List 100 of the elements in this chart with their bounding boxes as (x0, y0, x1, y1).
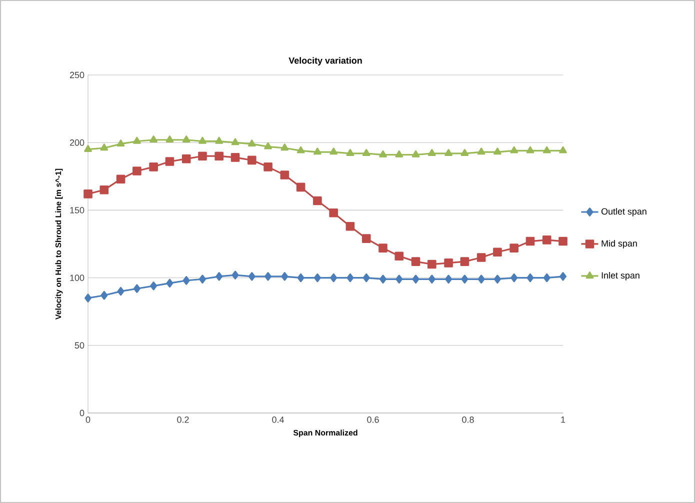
point (132, 166, 142, 176)
x-tick-label: 0.8 (462, 416, 474, 423)
point (280, 170, 290, 180)
point (346, 222, 355, 231)
point (494, 148, 502, 155)
legend-label: Mid span (602, 240, 637, 248)
point (116, 174, 126, 184)
point (182, 154, 191, 164)
point (543, 273, 550, 282)
point (133, 136, 141, 144)
point (166, 278, 174, 288)
point (542, 146, 551, 154)
point (412, 150, 420, 158)
point (231, 138, 240, 146)
x-tick-label: 0.4 (272, 416, 284, 423)
y-tick-label: 150 (70, 207, 84, 214)
point (198, 152, 207, 161)
point (494, 274, 501, 284)
point (346, 273, 354, 282)
point (379, 150, 387, 158)
point (84, 190, 92, 198)
point (264, 162, 272, 172)
legend-label: Inlet span (602, 272, 640, 280)
point (280, 144, 289, 151)
y-tick-label: 100 (70, 274, 84, 281)
point (330, 148, 338, 155)
point (247, 156, 256, 165)
point (313, 196, 322, 206)
point (510, 146, 518, 154)
point (526, 236, 535, 246)
point (510, 244, 518, 252)
point (559, 146, 567, 154)
point (478, 274, 485, 284)
point (100, 144, 108, 151)
chart-title: Velocity variation (288, 57, 362, 66)
point (510, 273, 518, 282)
point (526, 273, 534, 282)
point (329, 208, 338, 218)
point (412, 274, 420, 284)
point (526, 146, 534, 154)
point (314, 148, 322, 155)
point (444, 149, 452, 156)
point (395, 150, 404, 158)
point (84, 294, 92, 302)
point (100, 186, 109, 194)
point (232, 270, 239, 280)
legend-label: Outlet span (601, 208, 646, 216)
point (445, 274, 452, 284)
point (248, 140, 256, 147)
point (264, 272, 272, 281)
point (378, 244, 388, 252)
point (330, 273, 338, 282)
point (230, 153, 240, 162)
x-tick-label: 0.6 (367, 416, 379, 423)
point (198, 274, 206, 284)
point (264, 142, 272, 150)
point (216, 272, 223, 281)
point (477, 148, 486, 155)
point (296, 182, 306, 192)
point (198, 136, 206, 144)
point (281, 272, 288, 281)
point (150, 135, 158, 142)
point (133, 284, 140, 293)
point (150, 282, 158, 290)
y-tick-label: 0 (80, 410, 84, 416)
point (166, 135, 174, 142)
point (215, 136, 224, 144)
point (476, 253, 486, 262)
point (149, 162, 158, 172)
point (100, 290, 108, 300)
point (214, 152, 224, 161)
point (542, 236, 552, 244)
point (460, 149, 469, 156)
point (428, 149, 436, 156)
point (396, 274, 403, 284)
point (182, 276, 190, 285)
x-tick-label: 0.2 (177, 416, 189, 423)
point (248, 272, 256, 281)
point (116, 140, 125, 147)
y-tick-label: 250 (70, 72, 84, 78)
point (461, 274, 468, 284)
point (346, 149, 354, 156)
point (444, 258, 453, 268)
y-tick-label: 200 (70, 139, 84, 146)
point (182, 135, 190, 142)
y-tick-label: 50 (74, 342, 84, 349)
point (560, 272, 567, 281)
point (362, 234, 371, 243)
point (362, 149, 370, 156)
x-tick-label: 0 (86, 416, 90, 423)
point (296, 146, 305, 154)
point (428, 260, 436, 269)
point (411, 257, 420, 266)
point (117, 286, 124, 296)
point (460, 257, 470, 266)
x-tick-label: 1 (561, 416, 566, 423)
point (493, 248, 502, 256)
point (558, 236, 568, 246)
point (379, 274, 386, 284)
point (394, 252, 404, 261)
